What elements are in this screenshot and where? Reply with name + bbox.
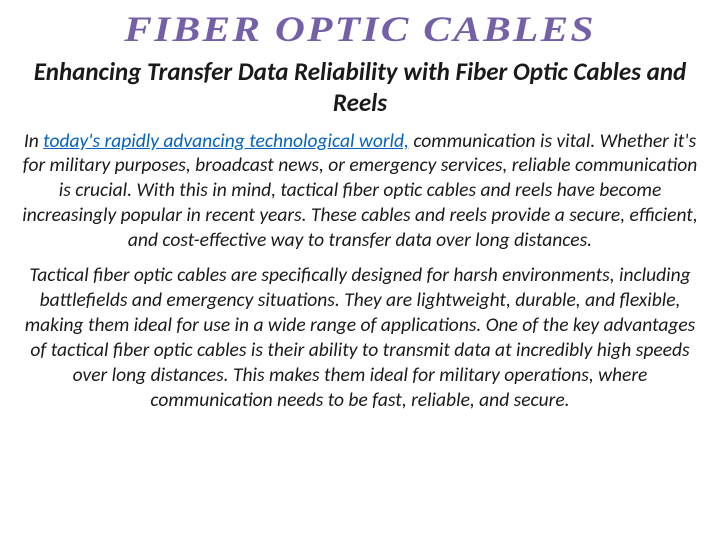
page-subtitle: Enhancing Transfer Data Reliability with… bbox=[16, 56, 704, 119]
paragraph-2: Tactical fiber optic cables are specific… bbox=[16, 263, 704, 413]
document-page: FIBER OPTIC CABLES Enhancing Transfer Da… bbox=[0, 0, 720, 540]
technology-link[interactable]: today's rapidly advancing technological … bbox=[43, 129, 409, 153]
para1-pre: In bbox=[24, 129, 43, 153]
page-title: FIBER OPTIC CABLES bbox=[124, 8, 596, 50]
paragraph-1: In today's rapidly advancing technologic… bbox=[16, 129, 704, 254]
